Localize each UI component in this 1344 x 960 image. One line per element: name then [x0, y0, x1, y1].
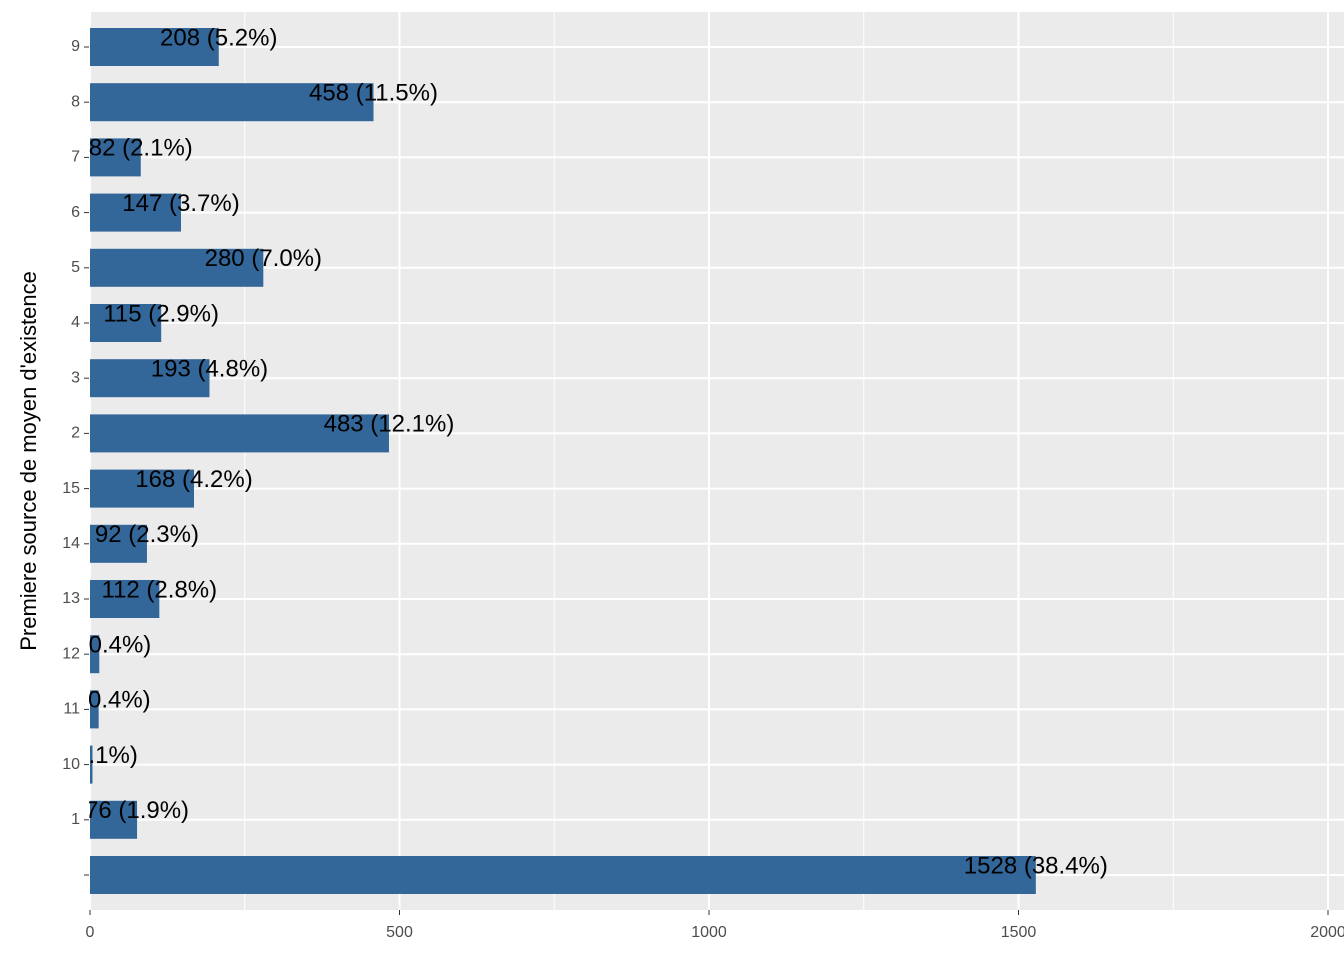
value-label: 147 (3.7%)	[122, 190, 239, 217]
axes: 0 500 1000 1500 2000 1 10 11 12 13 14 15 2 3 4 5 6 7 8 9	[62, 38, 1344, 941]
bar	[90, 414, 389, 453]
bar	[90, 469, 194, 508]
x-tick-label: 1000	[691, 924, 727, 941]
y-tick-label: 7	[71, 149, 80, 166]
value-labels: 1528 (38.4%)76 (1.9%)4 (0.1%)14 (0.4%)15…	[47, 24, 1108, 879]
bar	[90, 248, 264, 287]
y-tick-label: 5	[71, 259, 80, 276]
value-label: 14 (0.4%)	[47, 687, 151, 714]
y-axis-title: Premiere source de moyen d'existence	[16, 271, 41, 651]
bar	[90, 524, 147, 563]
y-tick-label: 9	[71, 38, 80, 55]
value-label: 15 (0.4%)	[47, 632, 151, 659]
y-tick-label: 2	[71, 425, 80, 442]
y-tick-label: 13	[62, 590, 80, 607]
value-label: 115 (2.9%)	[103, 300, 219, 327]
x-tick-label: 0	[86, 924, 95, 941]
y-tick-label: 4	[71, 314, 80, 331]
value-label: 193 (4.8%)	[151, 356, 268, 383]
x-tick-label: 2000	[1310, 924, 1344, 941]
bar	[90, 359, 210, 398]
y-tick-label: 6	[71, 204, 80, 221]
value-label: 1528 (38.4%)	[964, 852, 1108, 879]
bar	[90, 800, 138, 839]
grid	[89, 12, 1344, 910]
y-tick-label: 11	[63, 701, 80, 718]
y-tick-label: 3	[71, 369, 80, 386]
value-label: 82 (2.1%)	[89, 135, 193, 162]
panel	[89, 12, 1344, 910]
value-label: 76 (1.9%)	[85, 797, 189, 824]
bar	[90, 138, 141, 177]
bar	[90, 635, 100, 674]
bar	[90, 745, 93, 784]
bar	[90, 580, 160, 618]
value-label: 92 (2.3%)	[95, 521, 199, 548]
value-label: 458 (11.5%)	[309, 80, 438, 107]
y-tick-label: 10	[62, 756, 80, 773]
bars	[90, 28, 1036, 894]
value-label: 208 (5.2%)	[160, 24, 277, 51]
value-label: 280 (7.0%)	[205, 245, 322, 272]
bar	[90, 856, 1036, 894]
y-tick-label: 15	[62, 480, 80, 497]
value-label: 168 (4.2%)	[135, 466, 252, 493]
x-tick-label: 500	[386, 924, 413, 941]
y-tick-label: 1	[71, 811, 80, 828]
value-label: 112 (2.8%)	[102, 576, 218, 603]
bar	[90, 28, 219, 66]
value-label: 483 (12.1%)	[324, 411, 455, 438]
x-tick-label: 1500	[1001, 924, 1037, 941]
bar	[90, 690, 99, 729]
value-label: 4 (0.1%)	[47, 742, 138, 769]
y-tick-label: 14	[62, 535, 80, 552]
y-tick-label: 12	[62, 645, 80, 662]
y-tick-label: 8	[71, 93, 80, 110]
bar	[90, 304, 162, 342]
bar	[90, 83, 374, 122]
bar	[90, 193, 181, 232]
